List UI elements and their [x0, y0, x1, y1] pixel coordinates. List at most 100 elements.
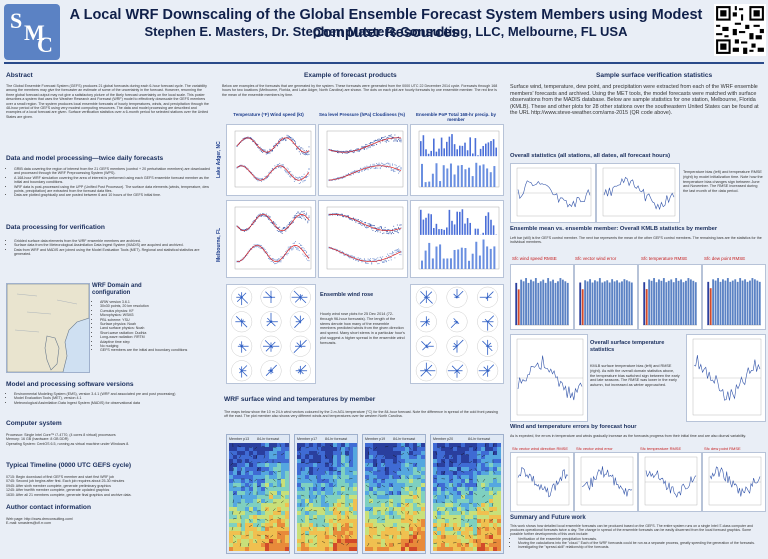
ensemble-point	[286, 249, 288, 251]
plot-frame	[580, 456, 634, 506]
temperature-cell	[365, 527, 369, 531]
temperature-cell	[465, 543, 469, 547]
member-bar	[675, 278, 678, 325]
temperature-cell	[381, 459, 385, 463]
temperature-cell	[257, 547, 261, 551]
temperature-cell	[297, 499, 301, 503]
temperature-cell	[337, 491, 341, 495]
ensemble-point	[356, 148, 358, 150]
ensemble-point	[396, 231, 398, 233]
wind-rose-stem	[426, 364, 433, 372]
temperature-cell	[261, 487, 265, 491]
wind-vector	[476, 483, 478, 488]
pop-bar	[456, 211, 458, 235]
wind-vector	[240, 459, 242, 464]
temperature-cell	[457, 459, 461, 463]
temperature-cell	[465, 499, 469, 503]
temperature-cell	[309, 539, 313, 543]
ensemble-point	[344, 254, 346, 256]
ensemble-point	[260, 247, 262, 249]
temperature-cell	[345, 495, 349, 499]
temperature-cell	[313, 471, 317, 475]
temperature-cell	[241, 519, 245, 523]
ensemble-point	[399, 171, 401, 173]
temperature-cell	[261, 523, 265, 527]
ensemble-point	[290, 246, 292, 248]
ensemble-point	[253, 244, 255, 246]
temperature-cell	[249, 447, 253, 451]
ensemble-point	[374, 258, 376, 260]
precip-bar	[478, 255, 481, 269]
ensemble-point	[390, 136, 392, 138]
wind-vector	[248, 524, 253, 528]
logo-letter-m: M	[24, 20, 45, 45]
stat-line	[517, 355, 583, 401]
wind-vector	[460, 494, 464, 498]
temperature-cell	[497, 475, 501, 479]
temperature-cell	[265, 491, 269, 495]
smc-logo: S M C	[4, 4, 60, 60]
temperature-cell	[353, 443, 357, 447]
member-bar	[608, 282, 611, 325]
temperature-cell	[309, 483, 313, 487]
temperature-cell	[453, 451, 457, 455]
ensemble-point	[267, 150, 269, 152]
temperature-cell	[457, 499, 461, 503]
pop-bar	[443, 229, 445, 235]
temperature-cell	[301, 447, 305, 451]
qr-code-icon[interactable]	[714, 4, 766, 56]
temperature-cell	[333, 543, 337, 547]
precip-bar	[431, 173, 434, 187]
temperature-cell	[337, 455, 341, 459]
temperature-cell	[445, 447, 449, 451]
temperature-cell	[301, 455, 305, 459]
temperature-cell	[409, 487, 413, 491]
ensemble-point	[391, 169, 393, 171]
temperature-cell	[441, 503, 445, 507]
temperature-cell	[405, 467, 409, 471]
wind-vector	[436, 462, 439, 467]
ensemble-point	[344, 176, 346, 178]
wind-rose-stem	[453, 342, 458, 347]
temperature-cell	[417, 475, 421, 479]
wind-rose-ring	[260, 360, 282, 382]
contact-email[interactable]: E-mail: smasters@cfl.rr.com	[6, 521, 51, 526]
ensemble-point	[385, 230, 387, 232]
wind-vector	[436, 483, 439, 488]
member-bar	[694, 282, 697, 325]
member-map-label: 84-hr forecast	[393, 437, 416, 441]
temperature-cell	[381, 515, 385, 519]
member-bar	[707, 281, 710, 325]
wind-vector	[415, 486, 418, 491]
temperature-cell	[401, 483, 405, 487]
temperature-cell	[409, 455, 413, 459]
temperature-cell	[397, 531, 401, 535]
ensemble-point	[279, 261, 281, 263]
ensemble-point	[385, 232, 387, 234]
ensemble-point	[367, 258, 369, 260]
ensemble-point	[383, 232, 385, 234]
temperature-cell	[417, 499, 421, 503]
list-item: Surface data from the Meteorological Ass…	[14, 243, 211, 247]
wind-vector	[444, 508, 448, 512]
wind-vector	[368, 500, 373, 504]
ensemble-point	[254, 220, 256, 222]
temperature-cell	[329, 515, 333, 519]
temperature-cell	[397, 507, 401, 511]
temperature-cell	[277, 491, 281, 495]
pop-bar	[427, 153, 430, 157]
ensemble-point	[262, 151, 264, 153]
ensemble-point	[393, 169, 395, 171]
temperature-cell	[413, 447, 417, 451]
ensemble-point	[384, 163, 386, 165]
wind-vector	[248, 484, 252, 488]
member-bar	[662, 278, 665, 325]
temperature-cell	[301, 491, 305, 495]
temperature-cell	[421, 511, 425, 515]
ensemble-point	[281, 231, 283, 233]
wind-vector	[261, 470, 266, 472]
contact-webpage[interactable]: Web page: http://www.drmconsulting.com/	[6, 517, 74, 521]
wind-vector	[256, 501, 261, 504]
wind-vector	[435, 515, 438, 520]
temperature-cell	[445, 527, 449, 531]
